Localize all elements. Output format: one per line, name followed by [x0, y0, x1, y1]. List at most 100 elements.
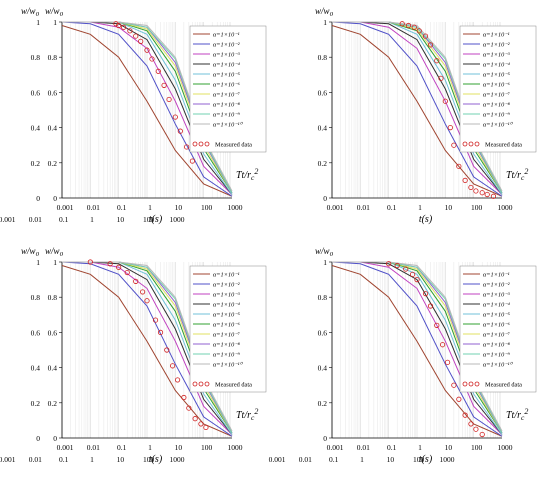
y-tick-label-secondary: 0.6 — [31, 328, 41, 337]
legend-label: α=1×10⁻¹⁰ — [213, 362, 243, 369]
x-bottom-tick-label: 1 — [90, 455, 94, 464]
legend-label: α=1×10⁻⁶ — [483, 82, 510, 89]
measured-point — [473, 188, 479, 194]
x-axis-label-bottom: t(s) — [419, 454, 433, 465]
legend-box — [189, 265, 267, 393]
measured-point — [394, 262, 400, 269]
x-tick-label: 0.1 — [117, 203, 127, 212]
legend-label: α=1×10⁻⁵ — [213, 312, 241, 319]
measured-point — [164, 347, 170, 353]
y-tick-label-secondary: 1 — [36, 18, 40, 27]
y-tick-label: 0.6 — [318, 328, 328, 337]
measured-point — [386, 261, 392, 267]
measured-point — [434, 58, 440, 64]
y-tick-label: 1 — [53, 18, 57, 27]
measured-point — [427, 303, 434, 309]
y-tick-label-secondary: 0.6 — [31, 88, 41, 97]
legend-label: α=1×10⁻⁹ — [483, 352, 511, 359]
legend-label: α=1×10⁻⁷ — [213, 92, 240, 99]
legend-label: α=1×10⁻⁸ — [213, 102, 241, 109]
x-bottom-tick-label: 100 — [143, 215, 155, 224]
legend-measured-label: Measured data — [485, 142, 522, 149]
legend-measured-label: Measured data — [215, 382, 252, 389]
measured-point — [403, 266, 409, 272]
x-bottom-tick-label: 0.1 — [59, 215, 69, 224]
x-bottom-tick-label: 0.01 — [29, 215, 42, 224]
legend-label: α=1×10⁻⁹ — [483, 112, 511, 119]
x-tick-label: 0.1 — [387, 443, 397, 452]
measured-point — [405, 22, 412, 29]
measured-point — [438, 75, 444, 81]
x-tick-label: 0.001 — [57, 203, 74, 212]
legend-label: α=1×10⁻⁵ — [213, 72, 241, 79]
y-tick-label-secondary: 0.8 — [31, 293, 41, 302]
x-tick-label: 10 — [175, 443, 183, 452]
x-tick-label: 0.01 — [357, 203, 370, 212]
legend-measured-label: Measured data — [485, 382, 522, 389]
x-tick-label: 0.1 — [387, 203, 397, 212]
x-tick-label: 1 — [148, 203, 152, 212]
measured-point — [161, 82, 167, 88]
y-tick-label-secondary: 0 — [36, 434, 40, 443]
x-bottom-tick-label: 1 — [360, 455, 364, 464]
legend-measured-marker — [474, 141, 480, 147]
legend-label: α=1×10⁻⁸ — [483, 342, 511, 349]
legend-label: α=1×10⁻⁹ — [213, 352, 241, 359]
measured-point — [479, 431, 485, 438]
measured-point — [468, 184, 474, 191]
legend-label: α=1×10⁻² — [213, 42, 240, 49]
y-tick-label: 0.8 — [48, 293, 58, 302]
measured-point — [169, 363, 176, 369]
legend-label: α=1×10⁻⁷ — [483, 332, 510, 339]
x-tick-label: 1 — [418, 443, 422, 452]
legend-label: α=1×10⁻¹⁰ — [483, 362, 513, 369]
legend-measured-marker — [198, 381, 204, 387]
y-tick-label: 0 — [323, 194, 327, 203]
measured-point — [127, 28, 133, 34]
legend-label: α=1×10⁻⁵ — [483, 72, 511, 79]
y-tick-label: 0.8 — [318, 293, 328, 302]
x-bottom-tick-label: 1000 — [170, 215, 185, 224]
measured-point — [181, 394, 187, 401]
y-tick-label: 0.4 — [48, 124, 58, 133]
legend-label: α=1×10⁻³ — [213, 52, 240, 59]
x-bottom-tick-label: 0.001 — [0, 215, 16, 224]
y-tick-label: 0.2 — [318, 399, 328, 408]
x-tick-label: 0.01 — [87, 203, 100, 212]
legend-measured-marker — [468, 381, 474, 387]
measured-point — [456, 163, 462, 169]
measured-point — [174, 377, 181, 383]
measured-point — [439, 342, 446, 348]
x-bottom-tick-label: 1000 — [170, 455, 185, 464]
legend-label: α=1×10⁻¹⁰ — [483, 122, 513, 129]
y-tick-label: 0.4 — [318, 364, 328, 373]
y-tick-label: 1 — [323, 18, 327, 27]
x-tick-label: 10 — [445, 443, 453, 452]
x-bottom-tick-label: 0.1 — [329, 455, 339, 464]
legend-label: α=1×10⁻³ — [483, 52, 510, 59]
y-tick-label: 0 — [53, 194, 57, 203]
measured-point — [140, 289, 146, 295]
measured-point — [399, 21, 405, 27]
legend-label: α=1×10⁻³ — [213, 292, 240, 299]
measured-point — [121, 24, 127, 30]
legend-label: α=1×10⁻⁵ — [483, 312, 511, 319]
x-tick-label: 0.001 — [327, 203, 344, 212]
measured-point — [422, 33, 429, 39]
x-tick-label: 1000 — [228, 203, 243, 212]
measured-point — [144, 298, 150, 304]
measured-point — [410, 271, 416, 277]
y-tick-label: 0.2 — [48, 399, 58, 408]
legend-label: α=1×10⁻⁴ — [483, 62, 511, 69]
legend-label: α=1×10⁻¹⁰ — [213, 122, 243, 129]
measured-point — [479, 190, 485, 196]
measured-point — [451, 142, 457, 148]
x-tick-label: 1 — [418, 203, 422, 212]
legend-label: α=1×10⁻⁴ — [213, 302, 241, 309]
y-axis-label: w/w0 — [45, 6, 64, 18]
legend-box — [459, 265, 537, 393]
x-tick-label: 1000 — [498, 203, 513, 212]
series-line-c2 — [61, 21, 233, 197]
